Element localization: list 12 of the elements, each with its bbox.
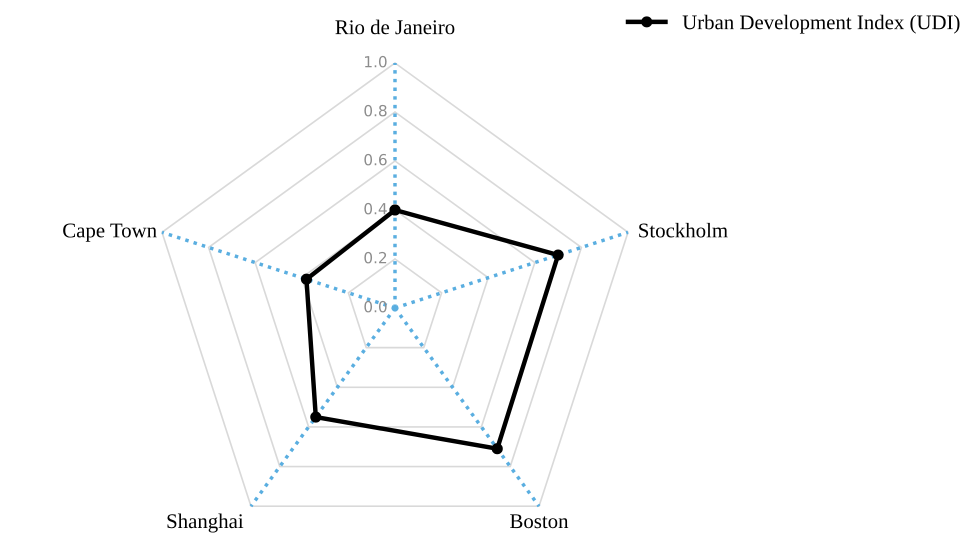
y-tick-label: 0.0 xyxy=(364,300,387,312)
spoke-label: Stockholm xyxy=(639,222,728,238)
legend-label: Urban Development Index (UDI) xyxy=(682,14,960,34)
y-tick-label: 1.0 xyxy=(365,56,387,68)
y-tick-label: 0.2 xyxy=(364,252,386,264)
spoke-label: Cape Town xyxy=(63,224,157,242)
spoke-label: Shanghai xyxy=(168,514,244,533)
spoke-label: Rio de Janeiro xyxy=(335,20,454,34)
spoke-label: Boston xyxy=(510,514,568,528)
y-tick-label: 0.4 xyxy=(364,202,387,214)
y-tick-label: 0.6 xyxy=(364,154,387,166)
y-tick-label: 0.8 xyxy=(364,104,387,116)
